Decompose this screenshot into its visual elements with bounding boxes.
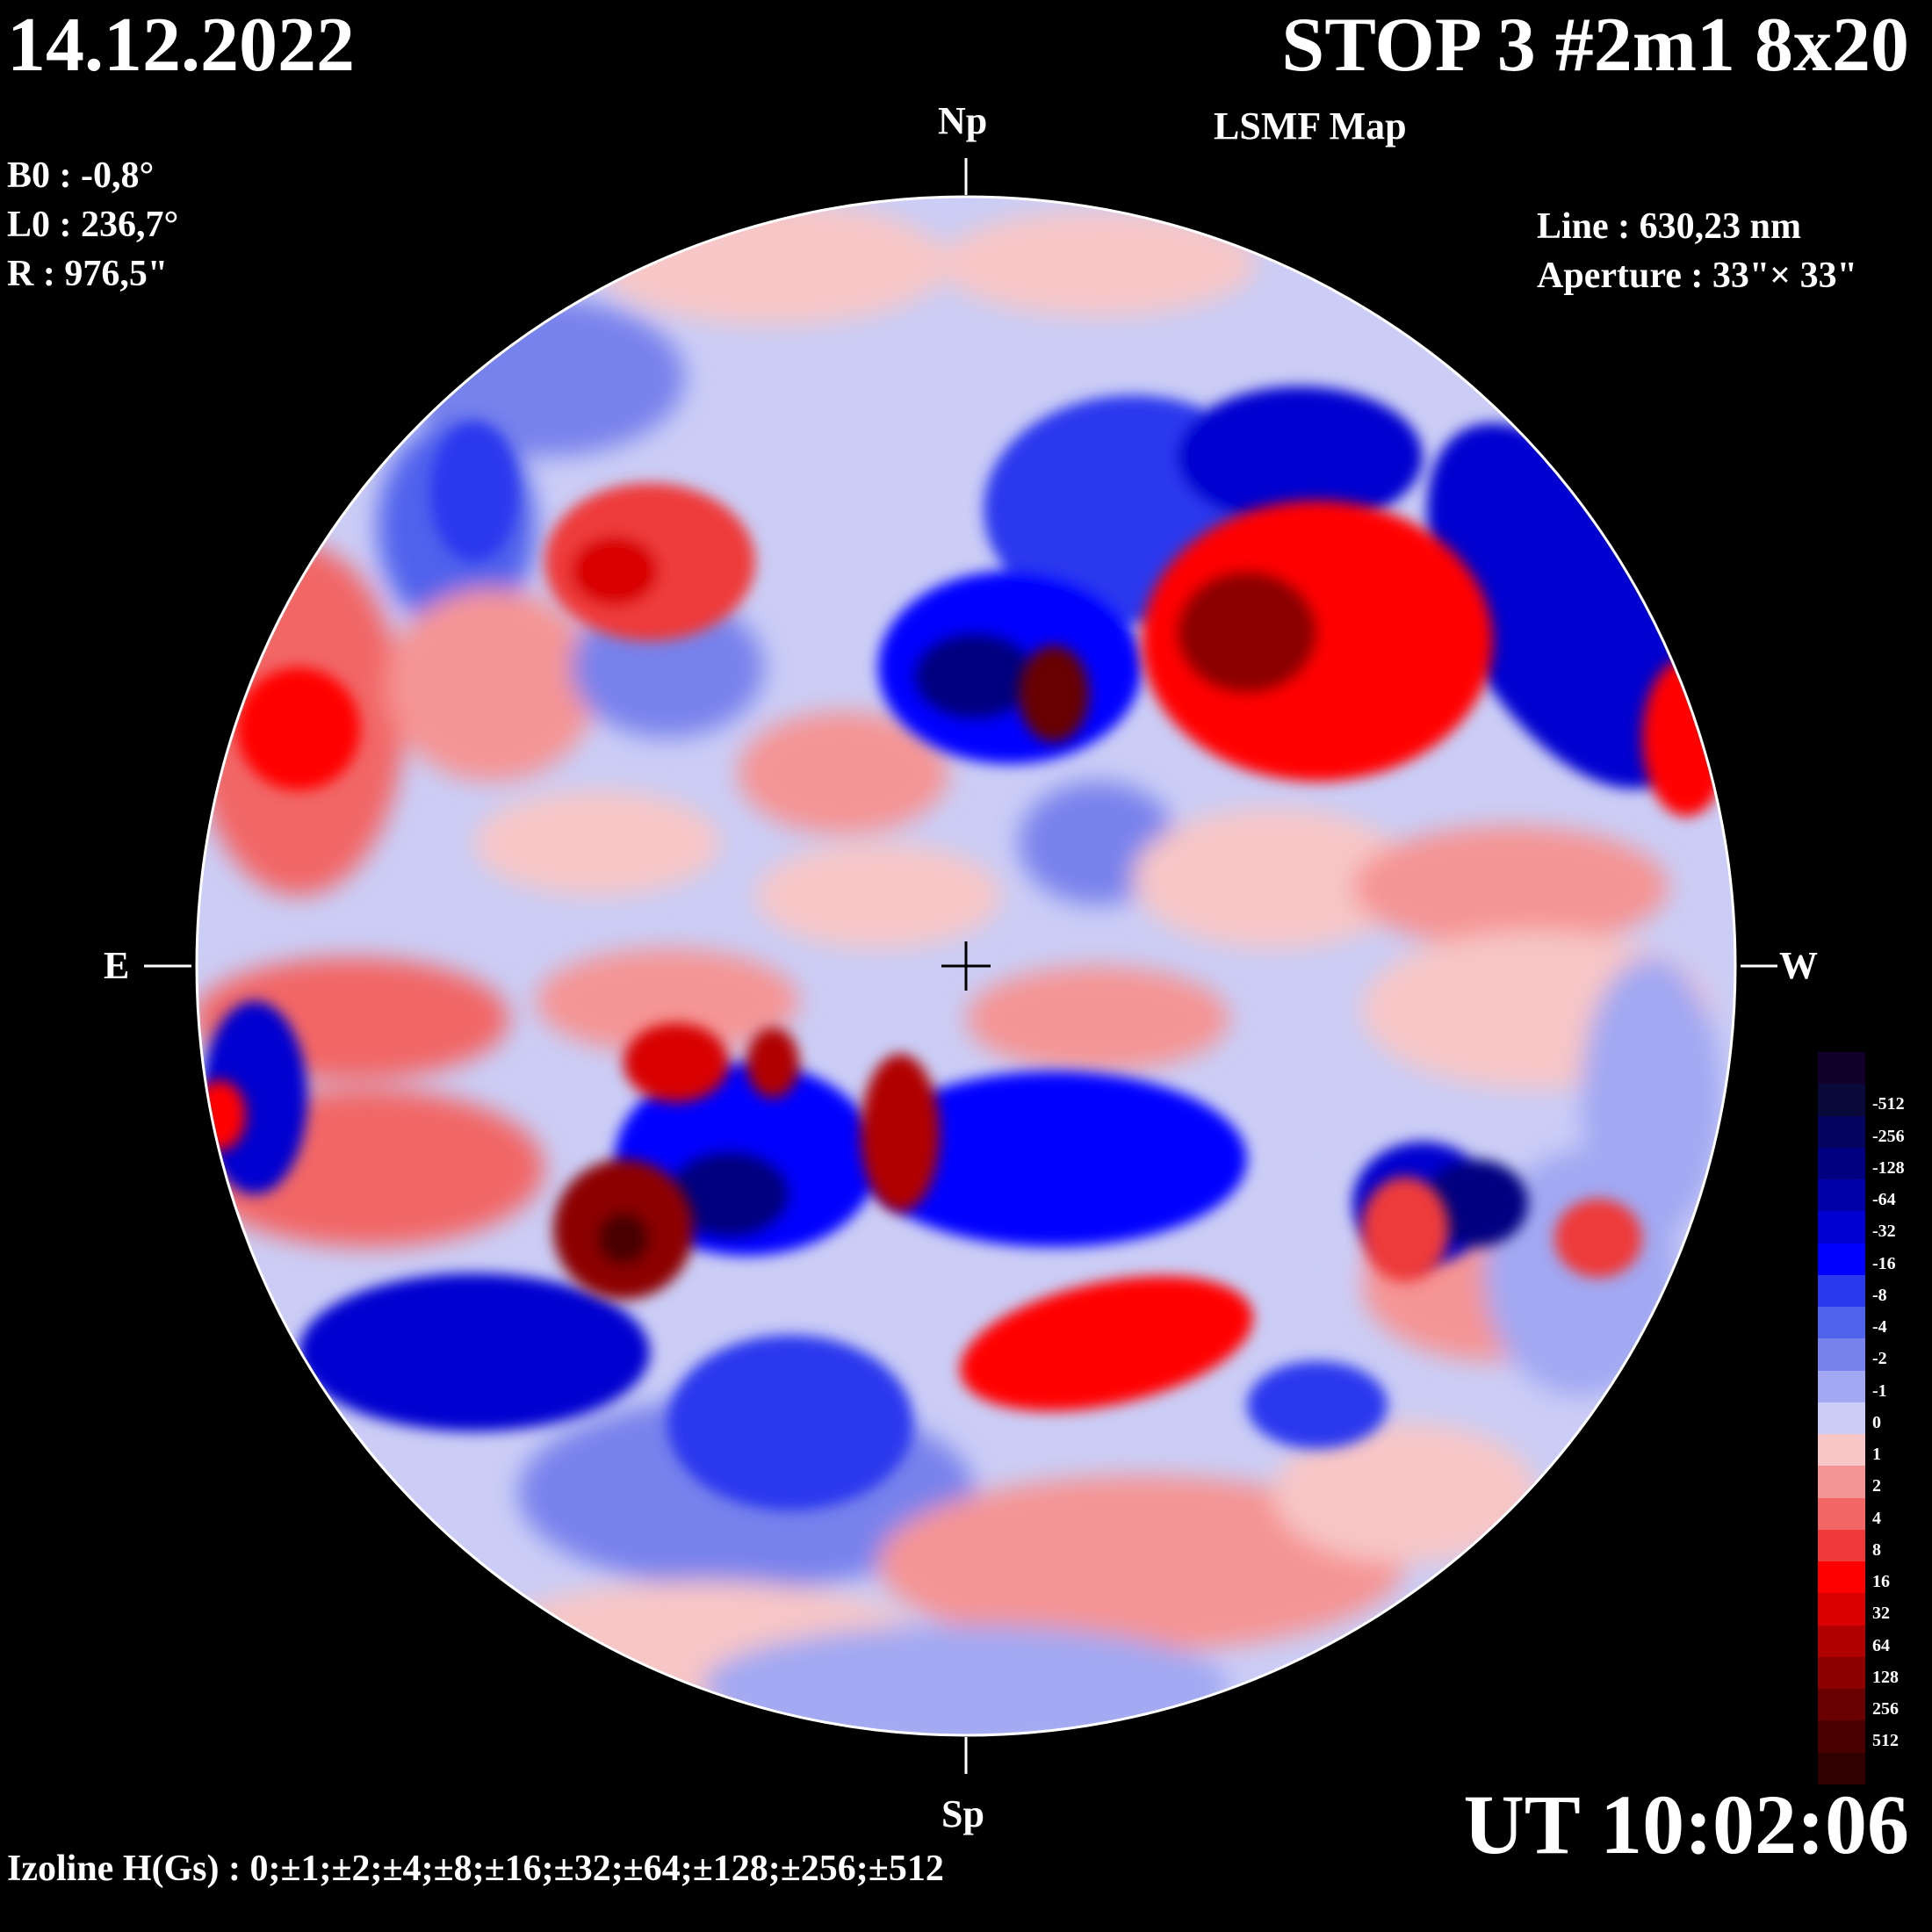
color-legend: -512 -256 -128 -64 -32 -16 -8 -4 -2 -1 0 1 2 4 8 16 32 64…: [1818, 1052, 1914, 1784]
legend-swatch: [1818, 1338, 1865, 1371]
legend-swatch: [1818, 1656, 1865, 1689]
legend-label: 256: [1872, 1699, 1899, 1719]
legend-swatch: [1818, 1243, 1865, 1275]
legend-label: -64: [1872, 1190, 1896, 1209]
legend-label: 128: [1872, 1667, 1899, 1687]
legend-label: -256: [1872, 1126, 1905, 1146]
south-pole-label: Sp: [941, 1792, 984, 1835]
legend-swatch: [1818, 1497, 1865, 1530]
legend-label: 64: [1872, 1635, 1890, 1655]
legend-label: -32: [1872, 1222, 1896, 1242]
legend-swatch: [1818, 1211, 1865, 1244]
legend-row: 1: [1818, 1434, 1914, 1467]
legend-label: -8: [1872, 1285, 1887, 1305]
legend-label: -16: [1872, 1253, 1896, 1273]
observation-date: 14.12.2022: [7, 3, 355, 88]
map-subtitle: LSMF Map: [1214, 105, 1407, 148]
legend-swatch: [1818, 1625, 1865, 1657]
legend-swatch: [1818, 1179, 1865, 1212]
north-pole-label: Np: [938, 99, 988, 142]
legend-swatch: [1818, 1561, 1865, 1594]
legend-swatch: [1818, 1720, 1865, 1753]
center-crosshair: [941, 941, 991, 991]
legend-row: 4: [1818, 1497, 1914, 1530]
east-label: E: [104, 944, 130, 987]
legend-swatch: [1818, 1370, 1865, 1402]
legend-swatch: [1818, 1402, 1865, 1434]
legend-label: 0: [1872, 1412, 1881, 1432]
legend-swatch: [1818, 1689, 1865, 1721]
legend-row: -128: [1818, 1147, 1914, 1179]
param-radius: R : 976,5": [7, 254, 169, 294]
legend-label: -1: [1872, 1381, 1887, 1401]
legend-row: -8: [1818, 1274, 1914, 1307]
legend-row: [1818, 1752, 1914, 1784]
legend-row: 512: [1818, 1720, 1914, 1753]
legend-label: -128: [1872, 1157, 1905, 1178]
legend-swatch: [1818, 1434, 1865, 1467]
legend-row: 64: [1818, 1625, 1914, 1657]
legend-swatch: [1818, 1274, 1865, 1307]
legend-row: 0: [1818, 1402, 1914, 1434]
param-b0: B0 : -0,8°: [7, 155, 155, 196]
legend-swatch: [1818, 1115, 1865, 1148]
legend-label: -2: [1872, 1349, 1887, 1369]
legend-label: 1: [1872, 1445, 1881, 1464]
legend-row: 2: [1818, 1466, 1914, 1498]
solar-disk: [197, 197, 1735, 1735]
legend-label: 4: [1872, 1508, 1881, 1528]
aperture: Aperture : 33"× 33": [1537, 256, 1857, 296]
legend-row: -32: [1818, 1211, 1914, 1244]
map-title: STOP 3 #2m1 8x20: [1281, 3, 1909, 88]
legend-label: 32: [1872, 1604, 1890, 1624]
legend-row: -4: [1818, 1307, 1914, 1339]
legend-row: 256: [1818, 1689, 1914, 1721]
legend-row: -16: [1818, 1243, 1914, 1275]
legend-label: -4: [1872, 1317, 1887, 1337]
legend-row: 32: [1818, 1593, 1914, 1626]
izoline-levels: Izoline H(Gs) : 0;±1;±2;±4;±8;±16;±32;±6…: [7, 1849, 944, 1889]
legend-label: -512: [1872, 1094, 1905, 1114]
legend-swatch: [1818, 1052, 1865, 1085]
west-label: W: [1779, 944, 1818, 987]
legend-swatch: [1818, 1752, 1865, 1784]
disk-limb: [195, 195, 1737, 1737]
legend-swatch: [1818, 1466, 1865, 1498]
universal-time: UT 10:02:06: [1463, 1777, 1909, 1871]
legend-row: -256: [1818, 1115, 1914, 1148]
legend-swatch: [1818, 1084, 1865, 1116]
legend-row: -1: [1818, 1370, 1914, 1402]
legend-row: -64: [1818, 1179, 1914, 1212]
legend-swatch: [1818, 1307, 1865, 1339]
legend-label: 8: [1872, 1539, 1881, 1560]
param-l0: L0 : 236,7°: [7, 205, 179, 245]
legend-label: 512: [1872, 1731, 1899, 1751]
legend-swatch: [1818, 1593, 1865, 1626]
legend-label: 2: [1872, 1476, 1881, 1496]
legend-row: 8: [1818, 1529, 1914, 1561]
legend-label: 16: [1872, 1572, 1890, 1591]
legend-swatch: [1818, 1529, 1865, 1561]
legend-row: 16: [1818, 1561, 1914, 1594]
spectral-line: Line : 630,23 nm: [1537, 206, 1802, 247]
legend-row: -512: [1818, 1084, 1914, 1116]
legend-row: -2: [1818, 1338, 1914, 1371]
legend-row: 128: [1818, 1656, 1914, 1689]
legend-row: [1818, 1052, 1914, 1085]
legend-swatch: [1818, 1147, 1865, 1179]
